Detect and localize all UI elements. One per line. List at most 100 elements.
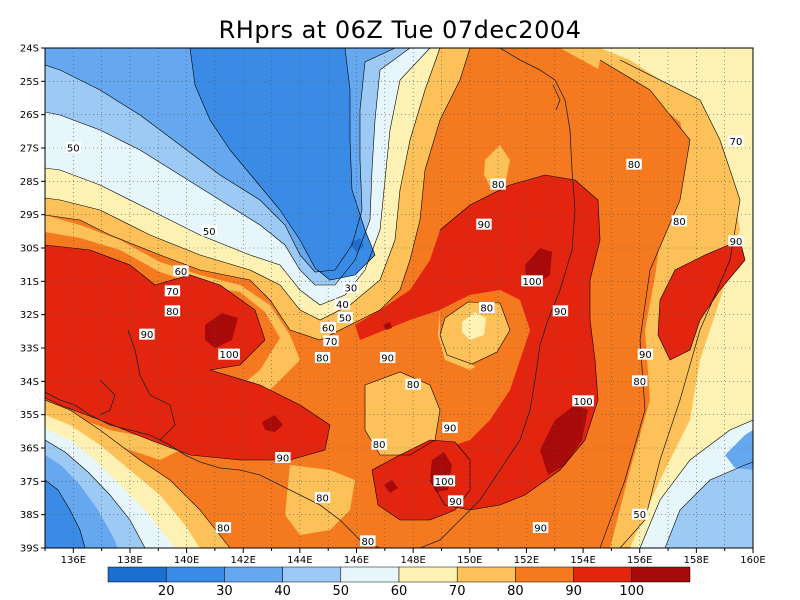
contour-label: 100	[435, 477, 454, 488]
contour-label-bg	[323, 335, 339, 347]
lon-tick-label: 152E	[514, 555, 539, 566]
contour-label: 40	[336, 300, 349, 311]
lon-tick-label: 156E	[627, 555, 652, 566]
contour-label: 100	[523, 277, 542, 288]
field-20-30-sw	[45, 480, 85, 548]
lat-tick-label: 35S	[20, 410, 39, 421]
lat-tick-label: 31S	[20, 277, 39, 288]
lat-tick-label: 36S	[20, 444, 39, 455]
lat-tick-label: 32S	[20, 310, 39, 321]
contour-label: 80	[673, 217, 686, 228]
colorbar-label: 30	[216, 584, 233, 599]
contour-label: 80	[407, 380, 420, 391]
contour-label-bg	[139, 328, 155, 340]
contour-label: 90	[478, 220, 491, 231]
contour-label: 80	[480, 304, 493, 315]
contour-label: 80	[373, 440, 386, 451]
field-90-100-west	[45, 245, 330, 460]
lon-tick-label: 146E	[344, 555, 369, 566]
field-100-west-b	[262, 415, 283, 432]
colorbar-label: 20	[158, 584, 175, 599]
contour-label: 90	[449, 497, 462, 508]
contour-label: 90	[534, 524, 547, 535]
contour-label-bg	[728, 135, 744, 147]
contour-label: 90	[141, 330, 154, 341]
lat-tick-label: 34S	[20, 377, 39, 388]
lon-tick-label: 150E	[457, 555, 482, 566]
lon-tick-label: 148E	[400, 555, 425, 566]
contour-label-bg	[447, 495, 464, 507]
lon-tick-label: 144E	[287, 555, 312, 566]
lon-tick-label: 136E	[61, 555, 86, 566]
contour-label-bg	[476, 218, 492, 230]
contour-label: 50	[633, 510, 646, 521]
contour-label: 90	[554, 307, 567, 318]
lat-tick-label: 24S	[20, 44, 39, 55]
lon-tick-label: 158E	[684, 555, 709, 566]
lat-tick-label: 25S	[20, 77, 39, 88]
field-90-100-east	[658, 240, 745, 360]
contour-label: 90	[639, 350, 652, 361]
contour-label: 70	[325, 337, 338, 348]
contour-label-bg	[218, 348, 240, 360]
map-axes: 24S 25S 26S 27S 28S 29S 30S 31S 32S 33S 34S 35S 36S 3…	[20, 44, 766, 567]
field-30-40-se	[725, 430, 753, 470]
contour-label-bg	[632, 508, 648, 520]
field-60-70-east	[600, 48, 753, 548]
contour-label: 50	[339, 314, 352, 325]
map-title: RHprs at 06Z Tue 07dec2004	[218, 16, 582, 44]
contour-label: 70	[730, 137, 743, 148]
contour-label-bg	[201, 225, 217, 237]
field-80-90-central-b	[466, 375, 485, 398]
contour-label: 100	[574, 397, 593, 408]
contour-label-bg	[671, 215, 688, 227]
contour-label-bg	[521, 275, 543, 287]
contour-label-bg	[320, 322, 336, 333]
colorbar-swatch	[398, 566, 458, 583]
contour-label-bg	[637, 348, 654, 360]
colorbar-swatch	[224, 566, 283, 583]
lat-tick-label: 28S	[20, 177, 39, 188]
field-40-50-se	[665, 462, 753, 548]
lat-tick-label: 33S	[20, 344, 39, 355]
field-100-east-b	[540, 405, 588, 475]
lat-tick-label: 29S	[20, 210, 39, 221]
contour-label: 80	[361, 537, 374, 548]
contour-label-bg	[173, 265, 189, 277]
field-60-70-hole-a	[462, 312, 486, 340]
contour-label: 60	[175, 267, 188, 278]
lat-tick-label: 30S	[20, 244, 39, 255]
contour-label-bg	[433, 475, 456, 487]
contour-label-bg	[572, 395, 594, 407]
field-70-80-central-a	[365, 372, 440, 455]
lon-tick-label: 140E	[174, 555, 199, 566]
colorbar-swatch	[573, 566, 633, 583]
colorbar-swatch	[340, 566, 400, 583]
contour-label-bg	[552, 305, 569, 317]
colorbar-label: 100	[619, 584, 644, 599]
lat-tick-label: 27S	[20, 144, 39, 155]
contour-labels: 50 50 60 70 80 90 100 30 40 50 60 70 80 90 80 80 90 100 90…	[65, 135, 744, 548]
contour-label-bg	[371, 438, 387, 450]
colorbar-swatch	[456, 566, 516, 583]
contour-label: 90	[381, 354, 394, 365]
contour-label: 50	[203, 227, 216, 238]
contour-label-bg	[314, 352, 331, 363]
colorbar-swatch	[107, 566, 167, 583]
colorbar-label: 90	[565, 584, 582, 599]
contour-label-bg	[337, 312, 353, 323]
field-10-20-north	[350, 238, 364, 252]
lon-tick-label: 138E	[117, 555, 142, 566]
contour-label-bg	[379, 352, 396, 363]
colorbar: 20 30 40 50 60 70 80 90 100	[107, 566, 691, 599]
colorbar-swatch	[165, 566, 225, 583]
colorbar-label: 40	[274, 584, 291, 599]
contour-label: 60	[322, 324, 335, 335]
field-100-south-b	[384, 480, 398, 493]
contour-label: 90	[277, 454, 290, 465]
contour-label: 80	[316, 494, 329, 505]
contour-label-bg	[164, 305, 181, 317]
contour-label: 70	[166, 287, 179, 298]
field-100-central-dot	[383, 322, 392, 330]
